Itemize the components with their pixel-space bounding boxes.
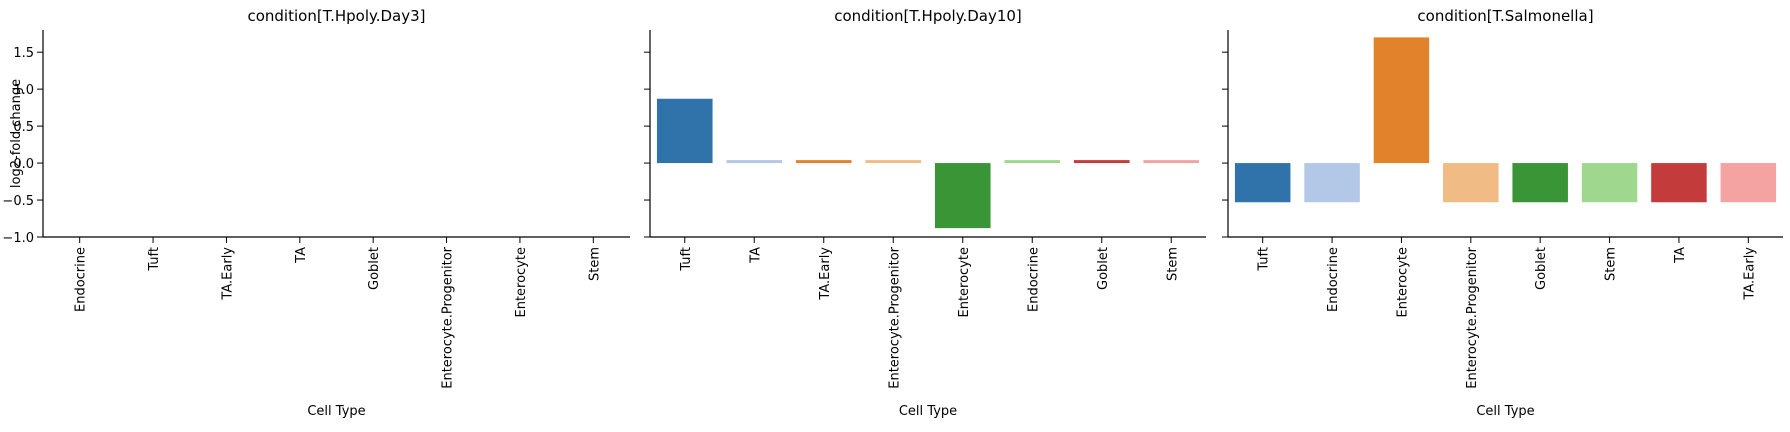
x-tick-label: Stem (1604, 247, 1619, 281)
x-tick-label: Enterocyte (514, 247, 529, 318)
x-tick-label: Enterocyte (1395, 247, 1410, 318)
x-tick-label: Endocrine (1026, 247, 1041, 312)
bar-endocrine (1304, 163, 1360, 203)
x-tick-label: TA (294, 247, 309, 264)
x-tick-label: TA.Early (1742, 247, 1757, 301)
x-tick-label: Endocrine (1326, 247, 1341, 312)
x-tick-label: Stem (1165, 247, 1180, 281)
x-tick-label: TA.Early (818, 247, 833, 301)
bar-enterocyte (1373, 37, 1430, 164)
x-axis-label: Cell Type (307, 404, 365, 419)
x-tick-label: Tuft (1257, 247, 1272, 272)
bar-enterocyte-progenitor (1443, 163, 1499, 203)
panel-title: condition[T.Hpoly.Day3] (247, 7, 425, 25)
x-tick-label: Enterocyte.Progenitor (1465, 246, 1480, 388)
bar-ta (726, 160, 783, 164)
y-axis-label: log2-fold change (9, 79, 24, 188)
bar-goblet (1073, 160, 1130, 164)
panel-title: condition[T.Hpoly.Day10] (834, 7, 1022, 25)
bar-tuft (656, 98, 713, 164)
x-tick-label: TA (1673, 247, 1688, 264)
y-tick-label: 1.5 (13, 46, 34, 61)
x-tick-label: TA (748, 247, 763, 264)
x-tick-label: Stem (587, 247, 602, 281)
bar-ta-early (1720, 163, 1777, 203)
x-tick-label: Tuft (147, 247, 162, 272)
x-tick-label: Tuft (679, 247, 694, 272)
panel-title: condition[T.Salmonella] (1417, 7, 1593, 25)
x-tick-label: Enterocyte (957, 247, 972, 318)
bar-endocrine (1004, 160, 1061, 164)
bar-enterocyte-progenitor (865, 160, 922, 164)
bar-goblet (1512, 163, 1568, 203)
bar-stem (1143, 160, 1200, 164)
y-tick-label: 0.5 (13, 120, 34, 135)
bar-ta-early (795, 160, 852, 164)
x-axis-label: Cell Type (899, 404, 957, 419)
y-tick-label: −0.5 (2, 194, 34, 209)
x-tick-label: Endocrine (74, 247, 89, 312)
x-tick-label: Goblet (1096, 247, 1111, 290)
x-tick-label: Goblet (367, 247, 382, 290)
bar-enterocyte (934, 163, 991, 229)
x-tick-label: TA.Early (220, 247, 235, 301)
x-tick-label: Enterocyte.Progenitor (441, 246, 456, 388)
x-tick-label: Enterocyte.Progenitor (887, 246, 902, 388)
bar-stem (1581, 163, 1638, 203)
bar-ta (1651, 163, 1707, 203)
bar-tuft (1234, 163, 1291, 203)
x-axis-label: Cell Type (1476, 404, 1534, 419)
y-tick-label: −1.0 (2, 231, 34, 246)
y-tick-label: 1.0 (13, 83, 34, 98)
y-tick-label: 0.0 (13, 157, 34, 172)
x-tick-label: Goblet (1534, 247, 1549, 290)
